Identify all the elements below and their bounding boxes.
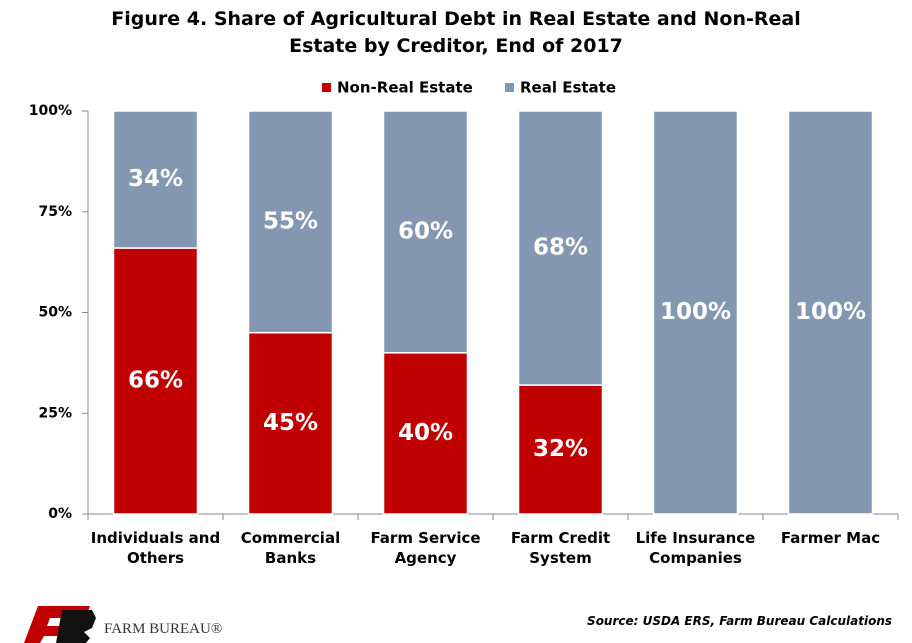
bar-segment: [112, 247, 199, 515]
y-tick-label: 100%: [29, 103, 72, 119]
legend-swatch: [322, 83, 331, 92]
bar-segment: [247, 331, 334, 515]
bar-segment: [517, 384, 604, 515]
x-tick-label: Farmer Mac: [780, 529, 881, 547]
data-label: 66%: [128, 368, 183, 394]
x-tick-label: Commercial Banks: [240, 529, 341, 567]
data-label: 40%: [398, 420, 453, 446]
x-tick-label: Farm Service Agency: [370, 529, 481, 567]
x-tick-label: Individuals and Others: [90, 529, 221, 567]
bar-segment: [382, 110, 469, 354]
legend-swatch: [505, 83, 514, 92]
bar-segment: [247, 110, 334, 334]
x-tick-label: Life Insurance Companies: [635, 529, 756, 567]
legend-label: Non-Real Estate: [337, 79, 473, 97]
legend-label: Real Estate: [520, 79, 616, 97]
bar-segment: [112, 110, 199, 249]
bar-segment: [382, 352, 469, 515]
data-label: 45%: [263, 410, 318, 436]
chart-title: Figure 4. Share of Agricultural Debt in …: [111, 8, 801, 57]
data-label: 68%: [533, 235, 588, 261]
data-label: 34%: [128, 166, 183, 192]
x-tick-label: Farm Credit System: [510, 529, 611, 567]
logo-icon: [24, 606, 96, 643]
y-tick-label: 50%: [38, 305, 72, 321]
y-tick-label: 25%: [38, 405, 72, 421]
bar-segment: [787, 110, 874, 515]
bar-segment: [517, 110, 604, 386]
data-label: 100%: [795, 299, 866, 325]
bar-segment: [652, 110, 739, 515]
source-note: Source: USDA ERS, Farm Bureau Calculatio…: [587, 614, 892, 628]
data-label: 55%: [263, 208, 318, 234]
data-label: 100%: [660, 299, 731, 325]
data-label: 32%: [533, 436, 588, 462]
y-tick-label: 75%: [38, 204, 72, 220]
y-tick-label: 0%: [48, 506, 72, 522]
data-label: 60%: [398, 218, 453, 244]
logo-text: FARM BUREAU®: [104, 621, 223, 637]
